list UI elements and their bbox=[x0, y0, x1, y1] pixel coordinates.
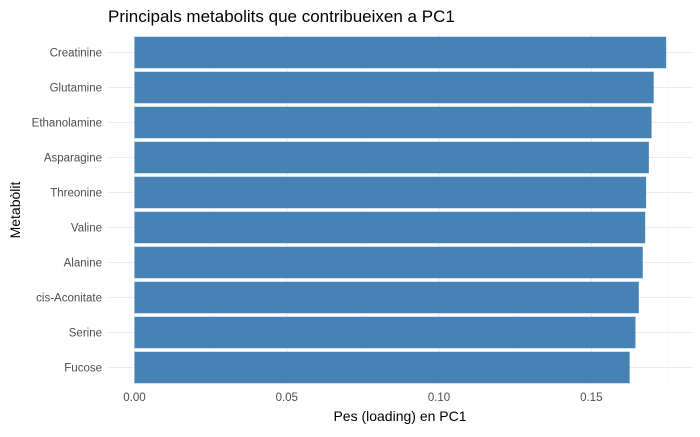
y-tick-label: Threonine bbox=[50, 188, 102, 200]
bar-asparagine bbox=[134, 141, 649, 174]
y-tick-label: cis-Aconitate bbox=[36, 293, 102, 305]
y-tick-label: Valine bbox=[71, 223, 102, 235]
y-tick-label: Asparagine bbox=[44, 153, 102, 165]
bar-fucose bbox=[134, 351, 630, 384]
x-tick-labels: 0.00 0.05 0.10 0.15 bbox=[123, 392, 602, 404]
y-tick-label: Glutamine bbox=[50, 83, 102, 95]
bar-cis-aconitate bbox=[134, 281, 639, 314]
y-tick-label: Creatinine bbox=[50, 48, 102, 60]
y-tick-labels: Creatinine Glutamine Ethanolamine Asparagin… bbox=[32, 48, 102, 375]
y-tick-label: Ethanolamine bbox=[32, 118, 102, 130]
x-tick-label: 0.05 bbox=[276, 392, 298, 404]
bar-alanine bbox=[134, 246, 643, 279]
chart-title: Principals metabolits que contribueixen … bbox=[108, 7, 455, 26]
y-tick-label: Fucose bbox=[64, 363, 102, 375]
y-tick-label: Alanine bbox=[64, 258, 102, 270]
x-tick-label: 0.00 bbox=[123, 392, 145, 404]
bar-serine bbox=[134, 316, 636, 349]
bar-creatinine bbox=[134, 36, 667, 69]
x-axis-title: Pes (loading) en PC1 bbox=[333, 408, 466, 424]
bar-glutamine bbox=[134, 71, 654, 104]
bar-valine bbox=[134, 211, 646, 244]
y-tick-label: Serine bbox=[69, 328, 102, 340]
x-tick-label: 0.10 bbox=[428, 392, 450, 404]
x-tick-label: 0.15 bbox=[580, 392, 602, 404]
bars bbox=[134, 36, 667, 384]
bar-ethanolamine bbox=[134, 106, 652, 139]
y-axis-title: Metabòlit bbox=[7, 181, 23, 238]
bar-threonine bbox=[134, 176, 647, 209]
